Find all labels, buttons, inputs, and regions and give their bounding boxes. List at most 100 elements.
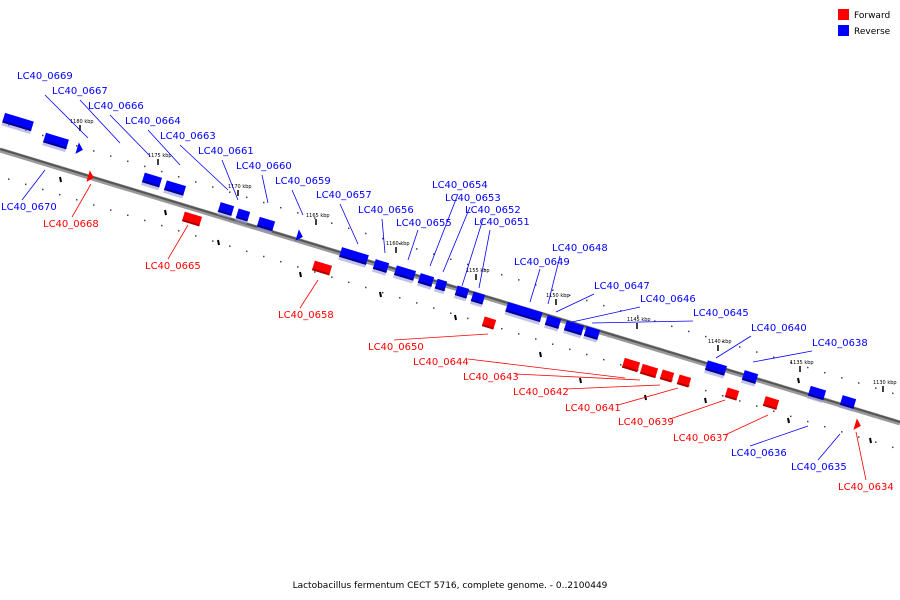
- gene-lc40-0644[interactable]: [621, 357, 641, 375]
- gene-lc40-0653[interactable]: [416, 273, 435, 290]
- track-dot: [195, 235, 197, 237]
- track-dot: [212, 240, 214, 242]
- gene-lc40-0642[interactable]: [659, 369, 675, 385]
- gene-label: LC40_0668: [43, 219, 99, 230]
- gene-lc40-0635[interactable]: [838, 395, 857, 412]
- gene-lc40-0669[interactable]: [1, 112, 34, 135]
- gene-lc40-0667[interactable]: [42, 132, 69, 153]
- track-dot: [246, 250, 248, 253]
- leader-line: [571, 306, 641, 323]
- gene-lc40-0663[interactable]: [163, 180, 187, 199]
- gene-features[interactable]: [1, 112, 862, 432]
- gene-lc40-0641[interactable]: [676, 374, 692, 390]
- gene-lc40-0646[interactable]: [563, 320, 585, 339]
- track-dot: [739, 346, 741, 348]
- leader-line: [749, 425, 809, 447]
- gene-label: LC40_0649: [514, 257, 570, 268]
- track-dot: [144, 219, 146, 222]
- track-dot: [42, 134, 44, 137]
- leader-line: [221, 159, 239, 201]
- track-dot: [569, 294, 571, 297]
- track-tick: [704, 397, 707, 404]
- track-dot: [93, 150, 95, 152]
- track-tick: [539, 351, 542, 358]
- gene-lc40-0654[interactable]: [393, 265, 417, 284]
- gene-lc40-0638[interactable]: [740, 370, 759, 387]
- gene-lc40-0643[interactable]: [639, 363, 659, 381]
- gene-label: LC40_0665: [145, 261, 201, 272]
- track-tick: [869, 437, 872, 444]
- track-dot: [263, 201, 265, 204]
- leader-line: [147, 129, 181, 166]
- scale-tick-label: 1135 kbp: [790, 360, 814, 366]
- track-dot: [433, 307, 435, 309]
- track-dot: [212, 186, 214, 188]
- gene-lc40-0647[interactable]: [543, 315, 562, 332]
- gene-lc40-0664[interactable]: [141, 172, 163, 191]
- scale-tick-label: 1180 kbp: [70, 119, 94, 125]
- gene-label: LC40_0652: [465, 205, 521, 216]
- gene-lc40-0661[interactable]: [216, 202, 235, 219]
- track-dot: [620, 364, 622, 366]
- track-dot: [365, 232, 367, 235]
- track-dot: [552, 343, 554, 345]
- gene-lc40-0645[interactable]: [582, 326, 601, 343]
- leader-line: [429, 193, 459, 267]
- scale-tick-label: 1150 kbp: [546, 293, 570, 299]
- gene-lc40-0659[interactable]: [256, 216, 276, 234]
- gene-lc40-0665[interactable]: [181, 211, 203, 230]
- track-dot: [586, 353, 588, 356]
- track-dot: [467, 317, 469, 320]
- gene-lc40-0639[interactable]: [724, 387, 740, 403]
- gene-lc40-0650[interactable]: [481, 316, 497, 332]
- gene-lc40-0636[interactable]: [807, 385, 827, 403]
- gene-lc40-0655[interactable]: [371, 259, 390, 276]
- track-dot: [688, 330, 690, 333]
- track-dot: [110, 209, 112, 211]
- track-dot: [535, 284, 537, 286]
- gene-lc40-0652[interactable]: [433, 278, 448, 295]
- track-tick: [164, 209, 167, 216]
- track-dot: [858, 382, 860, 384]
- gene-lc40-0656[interactable]: [338, 247, 369, 268]
- leader-line: [478, 229, 491, 289]
- gene-label: LC40_0655: [396, 218, 452, 229]
- gene-lc40-0634[interactable]: [853, 418, 862, 431]
- track-dot: [297, 212, 299, 214]
- gene-lc40-0637[interactable]: [762, 396, 780, 413]
- gene-lc40-0649[interactable]: [504, 301, 543, 325]
- track-dot: [892, 392, 894, 395]
- track-dot: [331, 276, 333, 278]
- gene-lc40-0640[interactable]: [704, 360, 728, 379]
- gene-lc40-0657[interactable]: [295, 229, 304, 242]
- gene-label: LC40_0659: [275, 176, 331, 187]
- gene-lc40-0668[interactable]: [86, 170, 95, 183]
- gene-label: LC40_0643: [463, 372, 519, 383]
- track-dot: [161, 170, 163, 173]
- leader-line: [21, 169, 46, 201]
- track-dot: [161, 224, 163, 227]
- gene-label: LC40_0670: [1, 202, 57, 213]
- gene-lc40-0666[interactable]: [75, 142, 84, 155]
- scale-tick-label: 1170 kbp: [228, 184, 252, 190]
- gene-lc40-0660[interactable]: [234, 208, 251, 225]
- leader-line: [669, 399, 726, 420]
- track-tick: [797, 377, 800, 384]
- track-dot: [773, 356, 775, 358]
- leader-line: [514, 373, 641, 381]
- track-dot: [280, 206, 282, 209]
- track-dot: [858, 436, 860, 438]
- gene-label: LC40_0660: [236, 161, 292, 172]
- track-dot: [365, 286, 367, 289]
- track-dot: [297, 266, 299, 268]
- leader-line: [167, 224, 189, 260]
- leader-line: [724, 414, 769, 436]
- gene-lc40-0658[interactable]: [311, 260, 333, 279]
- gene-lc40-0651[interactable]: [453, 285, 470, 302]
- track-dot: [8, 178, 10, 180]
- gene-lc40-0648[interactable]: [469, 291, 486, 308]
- track-dot: [671, 325, 673, 328]
- legend: Forward Reverse: [838, 9, 891, 37]
